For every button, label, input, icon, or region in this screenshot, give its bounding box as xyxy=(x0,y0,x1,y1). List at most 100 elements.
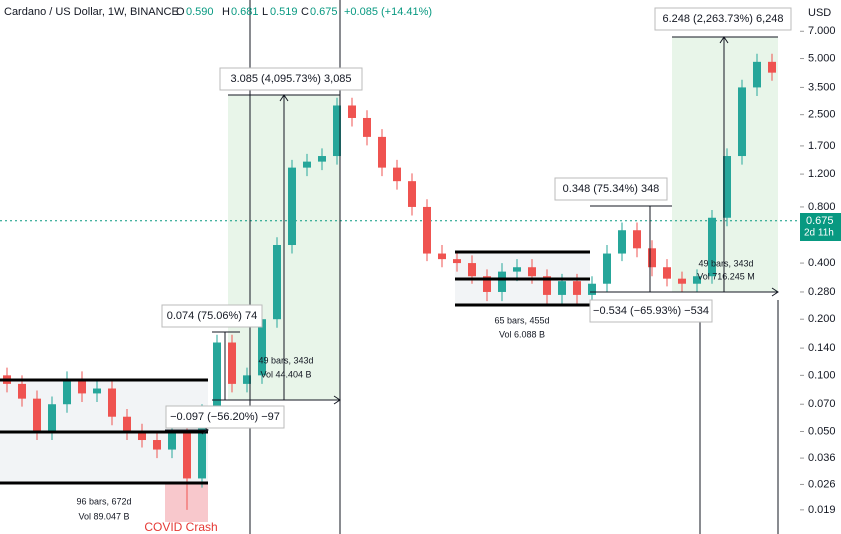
c-value: 0.675 xyxy=(310,6,338,18)
last-price: 0.675 xyxy=(806,215,834,227)
measure-label: 3.085 (4,095.73%) 3,085 xyxy=(230,73,351,85)
candle-body xyxy=(693,276,701,284)
vol-label: Vol 44.404 B xyxy=(260,369,311,379)
y-tick-label: 0.800 xyxy=(808,201,836,213)
candle-body xyxy=(168,431,176,450)
candle-body xyxy=(633,230,641,249)
l-value: 0.519 xyxy=(270,6,298,18)
y-tick-label: 0.400 xyxy=(808,257,836,269)
candle-body xyxy=(123,416,131,432)
candle-body xyxy=(333,105,341,157)
change: +0.085 (+14.41%) xyxy=(344,6,432,18)
candle-body xyxy=(78,379,86,394)
y-tick-label: 7.000 xyxy=(808,25,836,37)
bars-label: 49 bars, 343d xyxy=(698,258,753,268)
candle-body xyxy=(453,259,461,264)
candle-body xyxy=(33,398,41,432)
candle-body xyxy=(603,253,611,284)
measure-label: 0.348 (75.34%) 348 xyxy=(563,183,660,195)
measure-arrow xyxy=(228,94,341,405)
candle-body xyxy=(228,342,236,384)
candle-body xyxy=(573,281,581,295)
symbol: Cardano / US Dollar, 1W, BINANCE xyxy=(4,6,179,18)
label-box xyxy=(654,7,792,31)
bars-label: 96 bars, 672d xyxy=(76,496,131,506)
y-tick-label: 0.019 xyxy=(808,504,836,516)
candle-body xyxy=(708,217,716,277)
measure-label: 6.248 (2,263.73%) 6,248 xyxy=(662,13,783,25)
y-tick-label: 0.036 xyxy=(808,452,836,464)
candle-body xyxy=(408,181,416,207)
o-label: O xyxy=(176,6,185,18)
candle-body xyxy=(378,136,386,168)
candle-body xyxy=(768,61,776,73)
candle-body xyxy=(63,379,71,405)
y-tick-label: 0.140 xyxy=(808,342,836,354)
y-tick-label: 1.700 xyxy=(808,140,836,152)
measure-label: −0.534 (−65.93%) −534 xyxy=(593,305,709,317)
candle-body xyxy=(753,61,761,88)
candle-body xyxy=(528,267,536,277)
candle-body xyxy=(348,105,356,118)
vol-label: Vol 89.047 B xyxy=(78,511,129,521)
y-tick-label: 0.100 xyxy=(808,369,836,381)
y-tick-label: 0.050 xyxy=(808,425,836,437)
label-box xyxy=(554,177,668,201)
candle-body xyxy=(303,161,311,168)
candle-body xyxy=(498,271,506,292)
label-box xyxy=(219,67,363,91)
candle-body xyxy=(558,281,566,295)
candle-body xyxy=(723,156,731,218)
currency: USD xyxy=(808,7,831,19)
y-tick-label: 5.000 xyxy=(808,52,836,64)
candle-body xyxy=(153,440,161,450)
candle-body xyxy=(183,431,191,479)
c-label: C xyxy=(301,6,309,18)
candle-body xyxy=(678,278,686,284)
measure-label: 0.074 (75.06%) 74 xyxy=(167,310,258,322)
vol-label: Vol 716.245 M xyxy=(697,271,755,281)
candle-body xyxy=(438,253,446,260)
price-tag xyxy=(800,213,841,241)
label-box xyxy=(161,304,263,328)
bars-label: 49 bars, 343d xyxy=(258,355,313,365)
candle-body xyxy=(198,410,206,479)
y-tick-label: 0.026 xyxy=(808,478,836,490)
candles xyxy=(3,53,776,510)
vol-label: Vol 6.088 B xyxy=(499,329,545,339)
y-tick-label: 0.070 xyxy=(808,398,836,410)
candle-body xyxy=(318,156,326,162)
candle-body xyxy=(363,117,371,137)
candle-body xyxy=(588,283,596,295)
candle-body xyxy=(18,383,26,399)
candle-body xyxy=(738,87,746,157)
candle-body xyxy=(543,276,551,295)
h-label: H xyxy=(222,6,230,18)
candle-body xyxy=(513,267,521,272)
l-label: L xyxy=(262,6,268,18)
candle-body xyxy=(243,375,251,384)
candle-body xyxy=(138,431,146,441)
label-box xyxy=(165,405,285,429)
candle-body xyxy=(423,206,431,254)
candle-body xyxy=(93,388,101,394)
y-tick-label: 0.280 xyxy=(808,286,836,298)
y-tick-label: 2.500 xyxy=(808,109,836,121)
candle-body xyxy=(288,167,296,246)
candle-body xyxy=(618,230,626,254)
countdown: 2d 11h xyxy=(804,228,834,239)
candle-body xyxy=(393,167,401,182)
candle-body xyxy=(648,248,656,268)
bars-label: 65 bars, 455d xyxy=(494,315,549,325)
measure-arrow xyxy=(165,36,779,435)
label-box xyxy=(589,299,713,323)
measure-label: −0.097 (−56.20%) −97 xyxy=(170,411,280,423)
y-tick-label: 1.200 xyxy=(808,168,836,180)
candle-body xyxy=(483,276,491,292)
candle-body xyxy=(273,245,281,320)
h-value: 0.681 xyxy=(231,6,259,18)
candle-body xyxy=(663,267,671,279)
y-tick-label: 3.500 xyxy=(808,81,836,93)
candle-body xyxy=(258,319,266,376)
